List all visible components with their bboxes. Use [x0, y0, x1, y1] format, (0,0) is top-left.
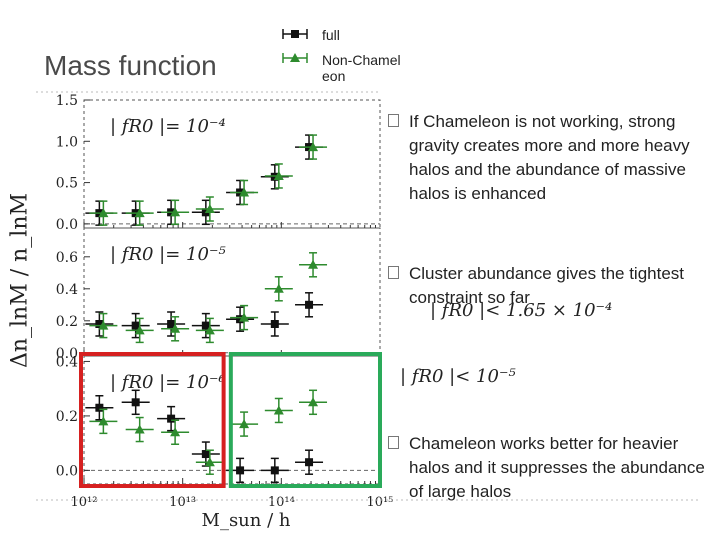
data-point-full: [131, 398, 140, 407]
y-axis-label: Δn_lnM / n_lnM: [7, 192, 33, 369]
panel-frame-0: [83, 99, 381, 229]
data-point-non-chameleon: [204, 204, 215, 214]
legend-marker-full: [291, 30, 299, 38]
bullet-1-text: If Chameleon is not working, strong grav…: [409, 112, 690, 203]
y-tick-label: 0.0: [56, 463, 78, 479]
data-point-non-chameleon: [204, 325, 215, 335]
data-point-non-chameleon: [170, 323, 181, 333]
y-tick-label: 0.6: [56, 250, 78, 266]
x-tick-label: 10¹⁵: [367, 495, 394, 510]
x-tick-label: 10¹³: [169, 495, 196, 510]
data-point-full: [305, 300, 314, 309]
data-point-non-chameleon: [98, 320, 109, 330]
y-tick-label: 0.4: [56, 282, 78, 298]
bullet-box-icon: [388, 114, 399, 127]
x-tick-label: 10¹²: [71, 495, 98, 510]
data-point-full: [236, 315, 245, 324]
data-point-full: [236, 466, 245, 475]
panel-label-0: | fR0 |= 10⁻⁴: [110, 116, 226, 137]
data-point-full: [95, 320, 104, 328]
panel-label-2: | fR0 |= 10⁻⁶: [110, 372, 226, 393]
x-axis-label: M_sun / h: [201, 510, 291, 531]
legend-label-non-chameleon: Non-Chameleon: [322, 52, 401, 84]
bullet-3-text: Chameleon works better for heavier halos…: [409, 434, 705, 501]
data-point-full: [270, 466, 279, 475]
legend-label-full: full: [322, 27, 340, 43]
data-point-full: [95, 403, 104, 412]
data-point-non-chameleon: [273, 283, 284, 293]
data-point-non-chameleon: [239, 419, 250, 429]
panel-label-1: | fR0 |= 10⁻⁵: [110, 244, 226, 265]
y-tick-label: 0.0: [56, 346, 78, 362]
constraint-formula: | fR0 |< 1.65 × 10⁻⁴: [430, 300, 613, 321]
data-point-non-chameleon: [308, 259, 319, 269]
y-tick-label: 0.4: [56, 354, 78, 370]
data-point-full: [270, 320, 279, 328]
legend-marker-non-chameleon: [290, 53, 300, 62]
data-point-full: [270, 172, 279, 181]
data-point-non-chameleon: [308, 397, 319, 407]
data-point-non-chameleon: [239, 312, 250, 322]
data-point-non-chameleon: [239, 187, 250, 197]
bullet-2: Cluster abundance gives the tightest con…: [388, 262, 708, 310]
target-formula: | fR0 |< 10⁻⁵: [400, 366, 516, 387]
bullet-2-text: Cluster abundance gives the tightest con…: [409, 264, 685, 307]
data-point-non-chameleon: [308, 142, 319, 152]
data-point-non-chameleon: [98, 208, 109, 218]
highlight-box-0: [79, 352, 226, 488]
slide-title: Mass function: [44, 50, 217, 81]
bullet-box-icon: [388, 436, 399, 449]
y-tick-label: 0.5: [56, 176, 78, 192]
data-point-full: [167, 320, 176, 328]
y-tick-label: 0.2: [56, 409, 78, 425]
data-point-full: [201, 321, 210, 330]
data-point-non-chameleon: [170, 207, 181, 217]
data-point-non-chameleon: [273, 405, 284, 415]
highlight-box-1: [228, 352, 382, 488]
data-point-non-chameleon: [134, 325, 145, 335]
data-point-full: [167, 414, 176, 423]
data-point-full: [131, 321, 140, 330]
y-tick-label: 1.0: [56, 134, 78, 150]
data-point-non-chameleon: [204, 457, 215, 467]
y-tick-label: 1.5: [56, 93, 78, 109]
bullet-1: If Chameleon is not working, strong grav…: [388, 110, 708, 206]
bullet-box-icon: [388, 266, 399, 279]
data-point-non-chameleon: [134, 208, 145, 218]
data-point-non-chameleon: [134, 424, 145, 434]
data-point-non-chameleon: [273, 170, 284, 180]
x-tick-label: 10¹⁴: [268, 495, 295, 510]
data-point-non-chameleon: [98, 416, 109, 426]
data-point-full: [201, 450, 210, 459]
bullet-3: Chameleon works better for heavier halos…: [388, 432, 708, 504]
y-tick-label: 0.0: [56, 217, 78, 233]
y-tick-label: 0.2: [56, 314, 78, 330]
data-point-full: [305, 458, 314, 467]
data-point-non-chameleon: [170, 427, 181, 437]
